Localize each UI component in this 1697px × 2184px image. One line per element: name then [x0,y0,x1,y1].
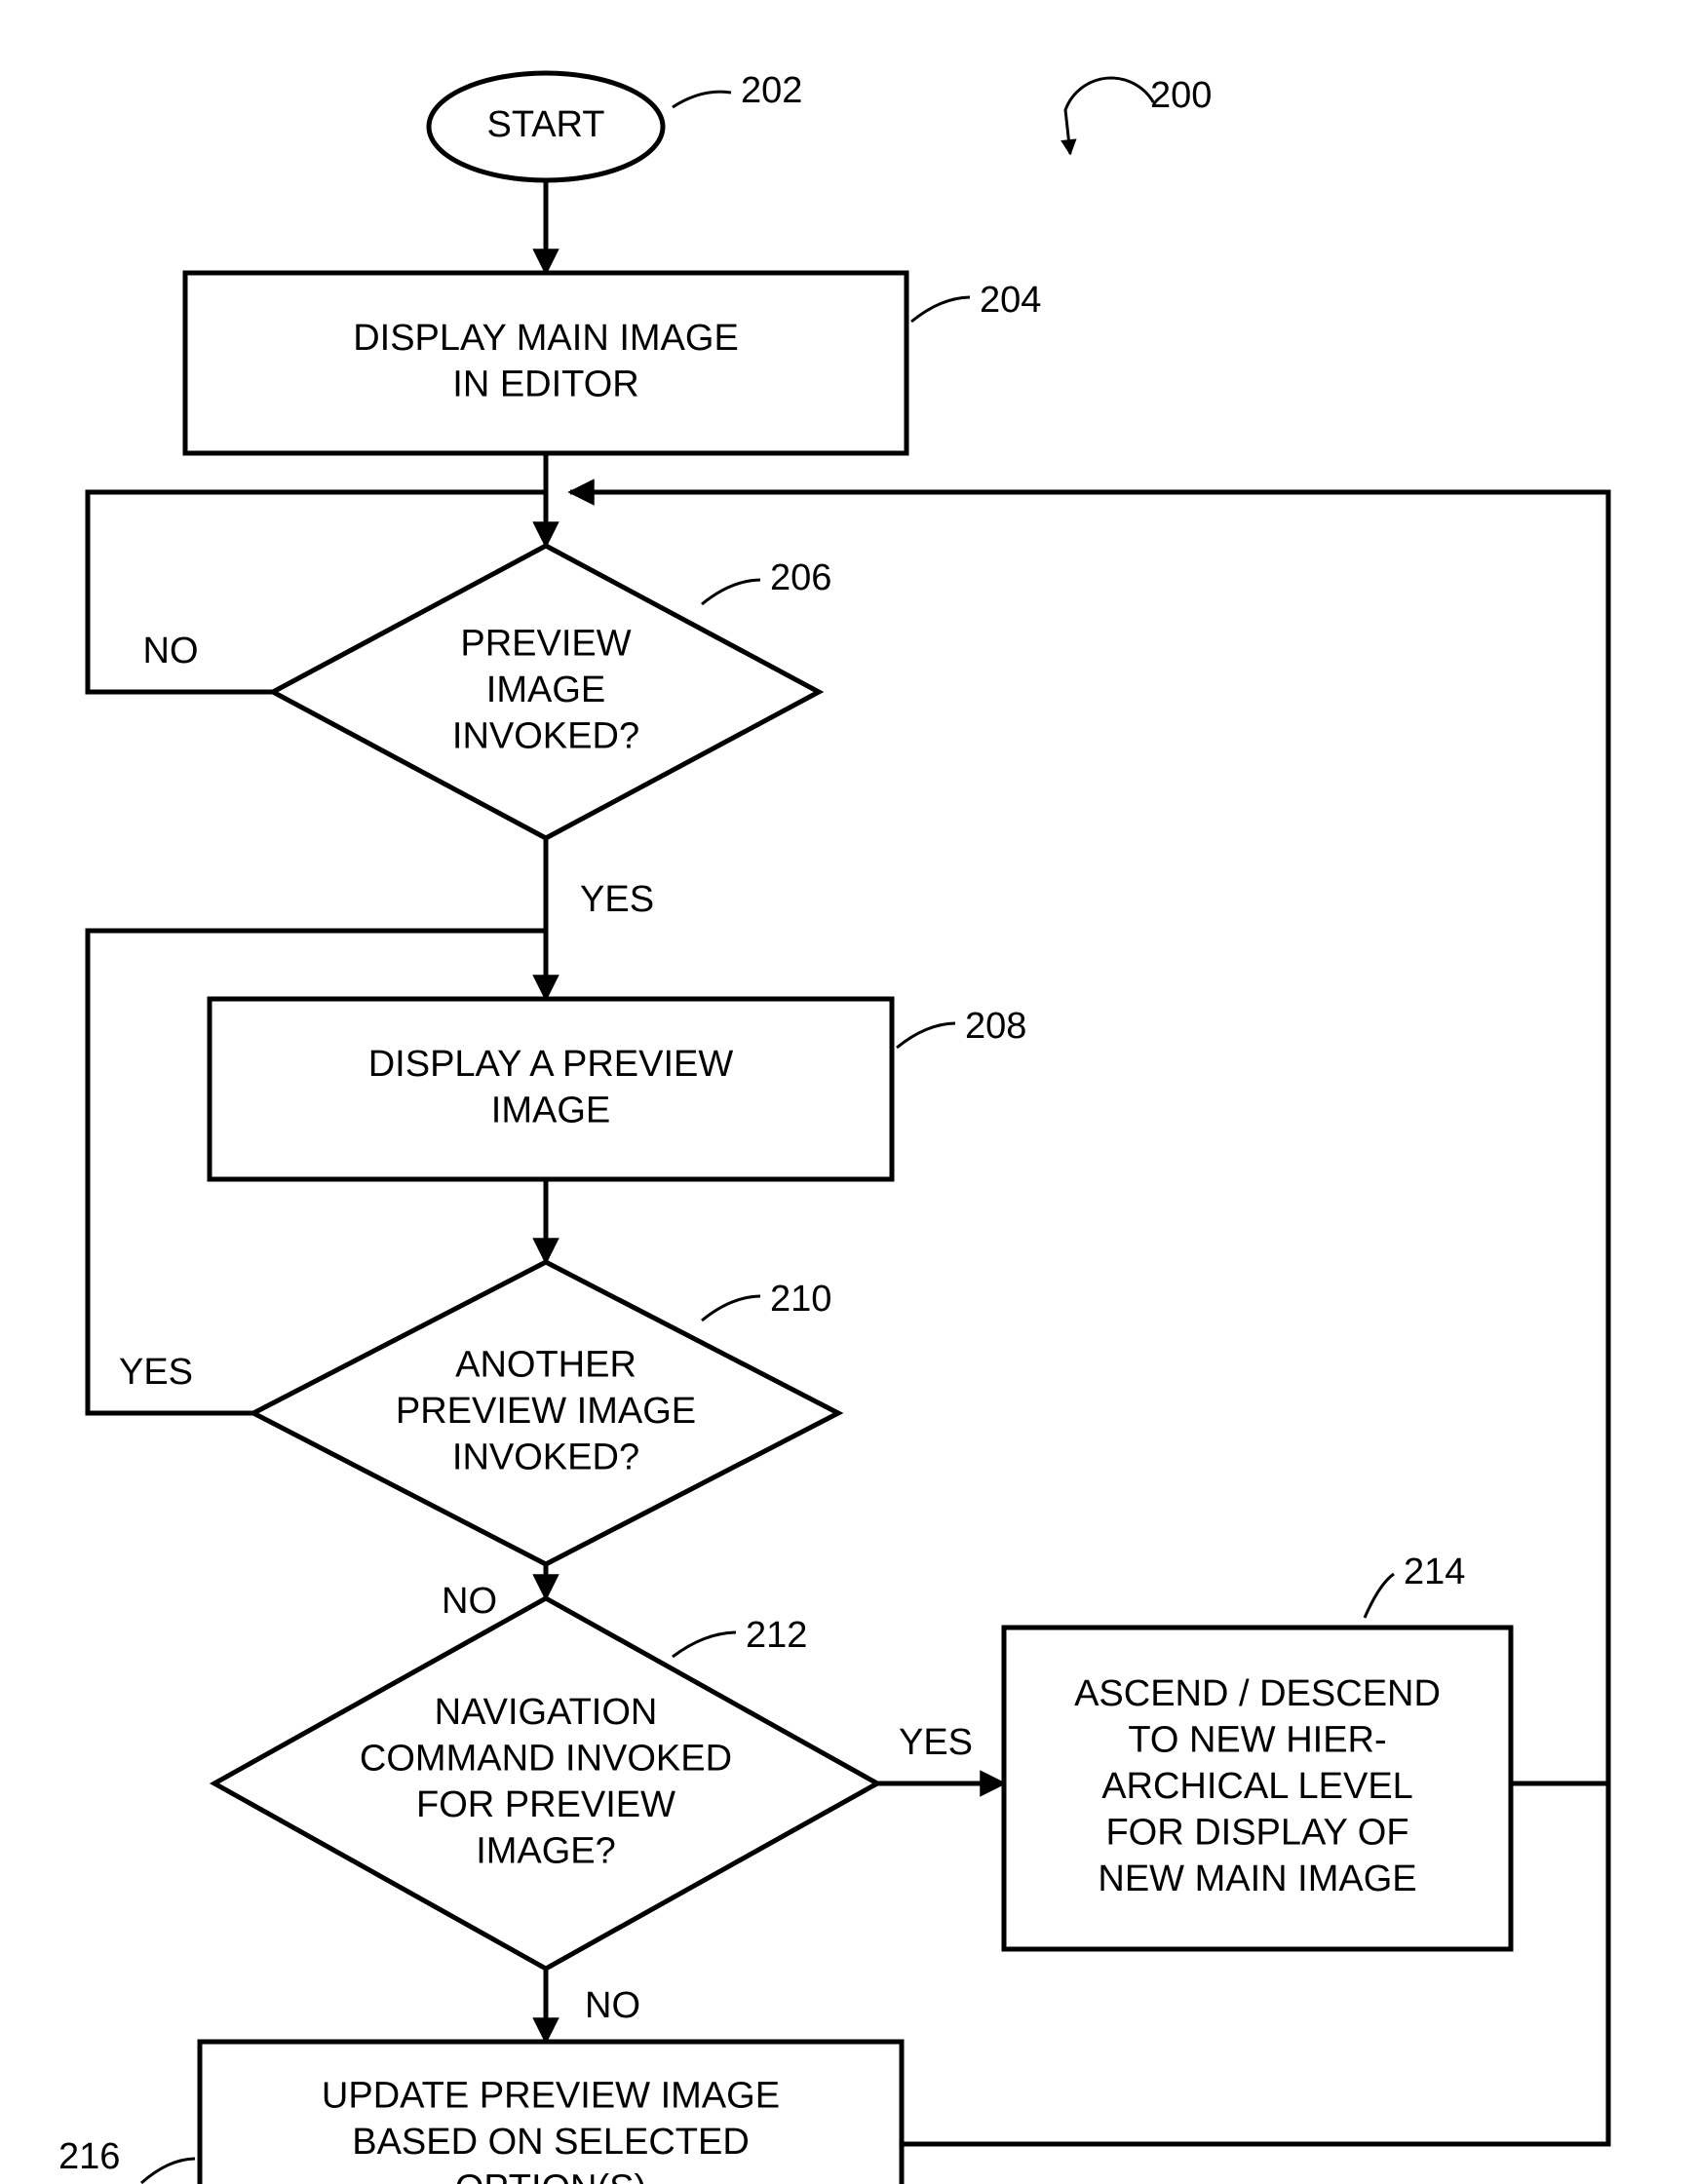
leader-d206 [702,580,760,604]
ref-n204: 204 [980,280,1041,321]
node-n208-line-1: IMAGE [491,1090,610,1130]
node-d206-line-0: PREVIEW [460,624,631,665]
node-d212-line-2: FOR PREVIEW [416,1784,675,1825]
edge-label-2: NO [143,631,199,671]
ref-d212: 212 [746,1615,807,1656]
node-n214-line-3: FOR DISPLAY OF [1105,1813,1408,1854]
node-n208-line-0: DISPLAY A PREVIEW [368,1044,734,1085]
leader-n214 [1365,1574,1394,1618]
leader-n216 [141,2159,195,2183]
figure-ref-label: 200 [1150,75,1212,116]
ref-n208: 208 [965,1006,1026,1047]
node-n204-line-0: DISPLAY MAIN IMAGE [353,318,739,359]
node-n216-line-2: OPTION(S) [455,2168,646,2184]
node-n216-line-0: UPDATE PREVIEW IMAGE [322,2076,780,2117]
node-n216-line-1: BASED ON SELECTED [352,2122,750,2163]
node-d210-line-1: PREVIEW IMAGE [396,1391,696,1432]
leader-n204 [911,297,970,322]
leader-d210 [702,1296,760,1321]
leader-d212 [673,1632,736,1657]
ref-start: 202 [741,70,802,111]
edge-label-7: YES [899,1722,973,1763]
edge-label-5: YES [119,1352,193,1393]
node-d206-line-2: INVOKED? [452,716,639,757]
node-d210-line-0: ANOTHER [455,1345,636,1386]
node-n214-line-2: ARCHICAL LEVEL [1101,1766,1413,1807]
ref-n214: 214 [1404,1552,1465,1592]
leader-n208 [897,1023,955,1048]
node-n214-line-4: NEW MAIN IMAGE [1098,1858,1416,1899]
node-d210-line-2: INVOKED? [452,1437,639,1478]
node-d212-line-0: NAVIGATION [435,1692,658,1733]
node-d212-line-3: IMAGE? [476,1830,616,1871]
figure-ref-arrow [1065,78,1153,154]
ref-d210: 210 [770,1279,831,1320]
edge-label-6: NO [442,1581,497,1622]
edge-label-3: YES [580,879,654,920]
node-n214-line-0: ASCEND / DESCEND [1074,1673,1441,1714]
edge-label-8: NO [585,1985,640,2026]
node-n214-line-1: TO NEW HIER- [1128,1720,1386,1761]
node-start-line-0: START [486,104,604,145]
ref-n216: 216 [58,2136,120,2177]
node-n204-line-1: IN EDITOR [452,364,638,404]
node-d212-line-1: COMMAND INVOKED [360,1738,732,1779]
ref-d206: 206 [770,557,831,598]
node-d206-line-1: IMAGE [486,670,605,710]
leader-start [673,92,731,107]
